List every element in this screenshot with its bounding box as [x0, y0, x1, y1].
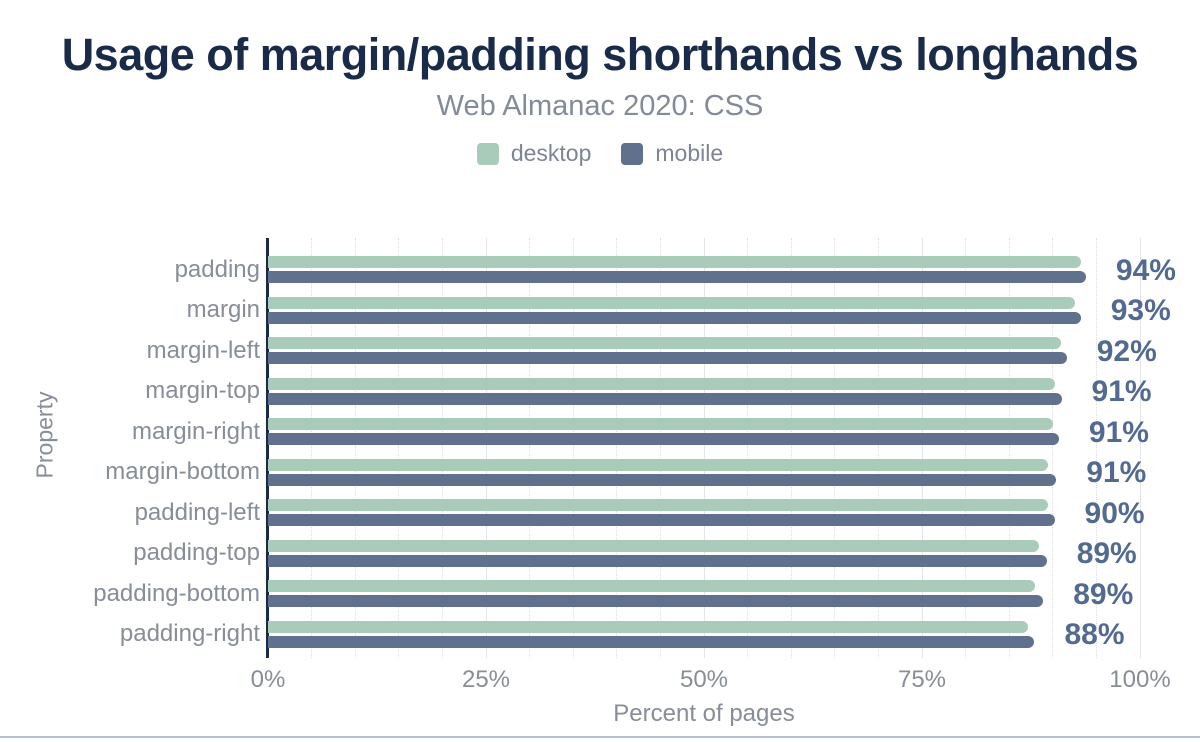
bar-row-label: padding-bottom [93, 579, 260, 607]
gridline [659, 238, 661, 658]
gridline [616, 238, 618, 658]
gridline [747, 238, 749, 658]
gridline [311, 238, 313, 658]
x-tick-label: 75% [897, 666, 947, 693]
gridline [790, 238, 792, 658]
bar-mobile[interactable] [268, 271, 1086, 283]
bar-value-label: 92% [1096, 334, 1157, 368]
chart-legend: desktop mobile [0, 140, 1200, 167]
legend-swatch-mobile-icon [621, 142, 644, 165]
bar-mobile[interactable] [268, 635, 1035, 648]
x-tick-label: 100% [1109, 666, 1171, 693]
bar-desktop[interactable] [268, 620, 1028, 633]
bar-desktop[interactable] [268, 337, 1061, 349]
bar-value-label: 94% [1115, 253, 1176, 287]
bar-desktop[interactable] [268, 499, 1048, 511]
x-tick-label: 25% [461, 666, 511, 693]
legend-swatch-desktop-icon [476, 142, 499, 165]
bar-row-label: margin [186, 296, 260, 323]
bar-row-label: padding-left [134, 498, 260, 526]
gridline [398, 238, 400, 658]
x-tick-label: 50% [679, 666, 729, 693]
bar-row-label: padding [174, 255, 260, 283]
gridline [834, 238, 836, 658]
gridline [921, 238, 923, 658]
bar-row-label: margin-right [131, 417, 260, 445]
bar-desktop[interactable] [268, 418, 1053, 430]
bar-row-label: margin-top [145, 377, 260, 404]
gridline [441, 238, 443, 658]
bar-value-label: 88% [1064, 618, 1125, 651]
y-axis-line [266, 238, 269, 658]
bar-mobile[interactable] [268, 514, 1055, 526]
gridline [354, 238, 356, 658]
bar-row-label: margin-left [146, 336, 260, 364]
bar-desktop[interactable] [268, 256, 1081, 268]
legend-item-mobile[interactable]: mobile [621, 140, 723, 167]
gridline [1008, 238, 1010, 658]
legend-label-mobile: mobile [655, 140, 724, 166]
bar-row-label: padding-right [119, 620, 260, 647]
gridline [965, 238, 967, 658]
bar-mobile[interactable] [268, 554, 1047, 567]
bar-desktop[interactable] [268, 580, 1036, 592]
chart-title: Usage of margin/padding shorthands vs lo… [61, 29, 1139, 80]
legend-item-desktop[interactable]: desktop [476, 140, 592, 167]
bar-value-label: 89% [1076, 537, 1137, 570]
bar-desktop[interactable] [268, 377, 1056, 390]
bar-row-label: padding-top [133, 539, 260, 566]
gridline [703, 238, 705, 658]
bar-desktop[interactable] [268, 539, 1039, 552]
gridline [572, 238, 574, 658]
bar-value-label: 89% [1073, 577, 1134, 611]
bottom-divider [0, 736, 1200, 738]
x-tick-label: 0% [250, 666, 286, 693]
bar-mobile[interactable] [268, 392, 1062, 405]
bar-value-label: 91% [1091, 375, 1152, 408]
x-axis-title: Percent of pages [613, 700, 795, 727]
bar-row-label: margin-bottom [105, 458, 260, 485]
gridline [529, 238, 531, 658]
bar-mobile[interactable] [268, 473, 1057, 486]
gridline [1052, 238, 1054, 658]
bar-desktop[interactable] [268, 458, 1049, 471]
gridline [1139, 238, 1141, 658]
legend-label-desktop: desktop [510, 140, 592, 166]
bar-mobile[interactable] [268, 352, 1067, 364]
chart-subtitle: Web Almanac 2020: CSS [436, 90, 764, 122]
gridline [877, 238, 879, 658]
bar-mobile[interactable] [268, 311, 1081, 324]
bar-mobile[interactable] [268, 595, 1044, 607]
bar-value-label: 91% [1088, 415, 1149, 449]
gridline [485, 238, 487, 658]
bar-value-label: 91% [1086, 456, 1147, 489]
bar-value-label: 90% [1084, 496, 1145, 530]
bar-desktop[interactable] [268, 296, 1076, 309]
bar-value-label: 93% [1110, 294, 1171, 327]
gridline [1095, 238, 1097, 658]
bar-mobile[interactable] [268, 433, 1059, 445]
